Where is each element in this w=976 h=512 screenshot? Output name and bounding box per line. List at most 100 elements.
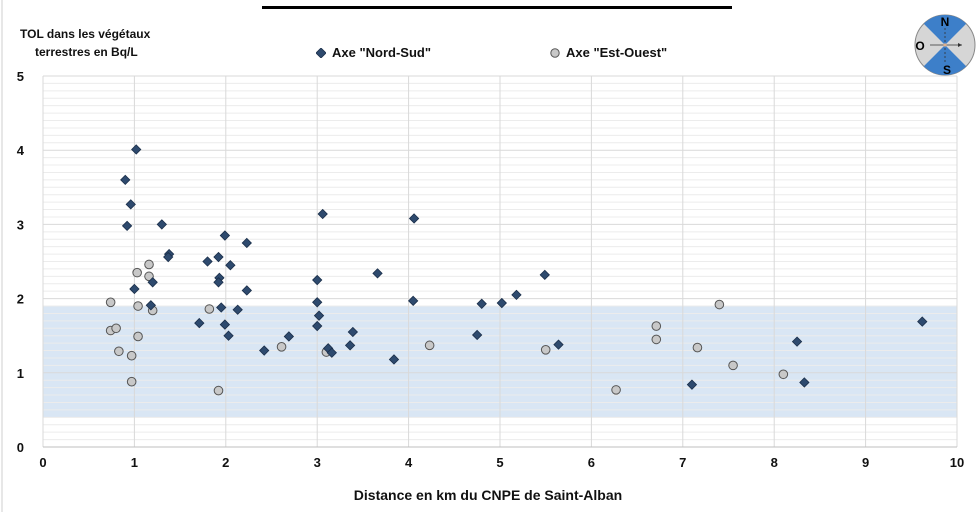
data-point-est-ouest (276, 342, 287, 352)
data-point-nord-sud (408, 295, 419, 306)
data-point-nord-sud (241, 285, 252, 296)
data-point-est-ouest (132, 267, 142, 278)
data-point-nord-sud (145, 300, 157, 311)
x-tick-label: 10 (950, 455, 964, 470)
data-points (105, 144, 928, 396)
data-point-nord-sud (125, 199, 136, 210)
data-point-nord-sud (388, 354, 400, 365)
data-point-est-ouest (778, 369, 789, 380)
data-point-est-ouest (144, 271, 154, 282)
data-point-nord-sud (313, 310, 325, 321)
data-point-nord-sud (347, 326, 359, 338)
compass-icon: N S O (914, 14, 976, 76)
x-tick-label: 6 (588, 455, 595, 470)
data-point-nord-sud (317, 208, 328, 220)
compass-south-label: S (943, 63, 951, 76)
y-tick-label: 1 (17, 366, 24, 381)
data-point-nord-sud (511, 289, 522, 301)
data-point-nord-sud (225, 260, 236, 271)
tick-labels: 0 1 2 3 4 5 6 7 8 9 10 0 1 2 3 4 5 (17, 69, 964, 470)
gridlines (42, 75, 958, 447)
data-point-est-ouest (111, 323, 121, 334)
data-point-nord-sud (120, 174, 131, 186)
data-point-nord-sud (312, 297, 323, 308)
data-point-est-ouest (114, 346, 124, 357)
data-point-nord-sud (686, 379, 698, 390)
data-point-nord-sud (326, 347, 337, 358)
x-tick-label: 1 (131, 455, 138, 470)
data-point-nord-sud (476, 298, 487, 309)
chart-title-underline (262, 6, 732, 9)
data-point-nord-sud (259, 345, 270, 356)
data-point-nord-sud (213, 277, 224, 288)
data-point-nord-sud (312, 274, 323, 286)
x-tick-label: 2 (222, 455, 229, 470)
data-point-est-ouest (204, 304, 215, 314)
data-point-nord-sud (496, 297, 507, 309)
data-point-nord-sud (791, 336, 803, 347)
data-point-est-ouest (540, 344, 551, 355)
compass-north-label: N (941, 15, 950, 29)
legend-item-est-ouest: Axe "Est-Ouest" (550, 45, 667, 60)
chart-title-strip (262, 0, 732, 9)
chart-title-wrapper (262, 0, 732, 9)
x-axis-label: Distance en km du CNPE de Saint-Alban (353, 487, 623, 503)
legend-label-est-ouest: Axe "Est-Ouest" (566, 45, 668, 60)
data-point-nord-sud (232, 304, 243, 315)
data-point-est-ouest (133, 301, 143, 311)
x-tick-label: 5 (496, 455, 503, 470)
data-point-nord-sud (408, 213, 420, 224)
y-axis-label: TOL dans les végétaux terrestres en Bq/L (20, 25, 150, 61)
y-axis-label-line-1: TOL dans les végétaux (20, 27, 151, 41)
data-point-nord-sud (219, 319, 231, 330)
data-point-est-ouest (213, 385, 224, 396)
data-point-nord-sud (213, 251, 224, 263)
x-tick-label: 9 (862, 455, 869, 470)
x-tick-label: 3 (314, 455, 321, 470)
data-point-nord-sud (344, 340, 356, 351)
data-point-nord-sud (219, 230, 231, 241)
data-point-nord-sud (131, 144, 142, 155)
data-point-est-ouest (651, 334, 662, 345)
data-point-est-ouest (126, 376, 137, 387)
y-tick-label: 4 (17, 143, 25, 158)
data-point-nord-sud (372, 268, 383, 279)
data-point-nord-sud (216, 302, 227, 313)
data-point-nord-sud (799, 377, 810, 388)
x-tick-label: 7 (679, 455, 686, 470)
data-point-nord-sud (129, 283, 140, 295)
data-point-nord-sud (471, 329, 483, 341)
data-point-nord-sud (223, 330, 234, 341)
data-point-nord-sud (147, 277, 158, 288)
data-point-est-ouest (105, 297, 116, 308)
y-tick-label: 2 (17, 292, 24, 307)
data-point-est-ouest (611, 385, 621, 395)
data-point-est-ouest (144, 259, 154, 270)
y-tick-label: 3 (17, 217, 24, 232)
legend-diamond-icon (316, 47, 326, 58)
data-point-nord-sud (194, 317, 205, 329)
data-point-est-ouest (126, 350, 137, 361)
compass-west-label: O (915, 39, 924, 53)
data-point-nord-sud (539, 269, 550, 281)
data-point-est-ouest (424, 340, 435, 351)
data-point-est-ouest (692, 342, 703, 353)
data-point-nord-sud (917, 316, 928, 327)
data-point-est-ouest (651, 321, 662, 331)
legend-item-nord-sud: Axe "Nord-Sud" (316, 45, 431, 60)
data-point-est-ouest (133, 331, 143, 342)
x-tick-label: 4 (405, 455, 413, 470)
data-point-nord-sud (312, 320, 323, 332)
x-tick-label: 8 (771, 455, 778, 470)
data-point-nord-sud (283, 331, 295, 342)
legend-label-nord-sud: Axe "Nord-Sud" (332, 45, 431, 60)
legend-circle-icon (550, 47, 560, 58)
data-point-nord-sud (553, 339, 564, 350)
y-tick-label: 5 (17, 69, 24, 84)
data-point-nord-sud (202, 256, 213, 267)
x-tick-label: 0 (39, 455, 46, 470)
data-point-nord-sud (163, 251, 174, 263)
data-point-est-ouest (728, 360, 738, 371)
data-point-nord-sud (241, 237, 252, 249)
